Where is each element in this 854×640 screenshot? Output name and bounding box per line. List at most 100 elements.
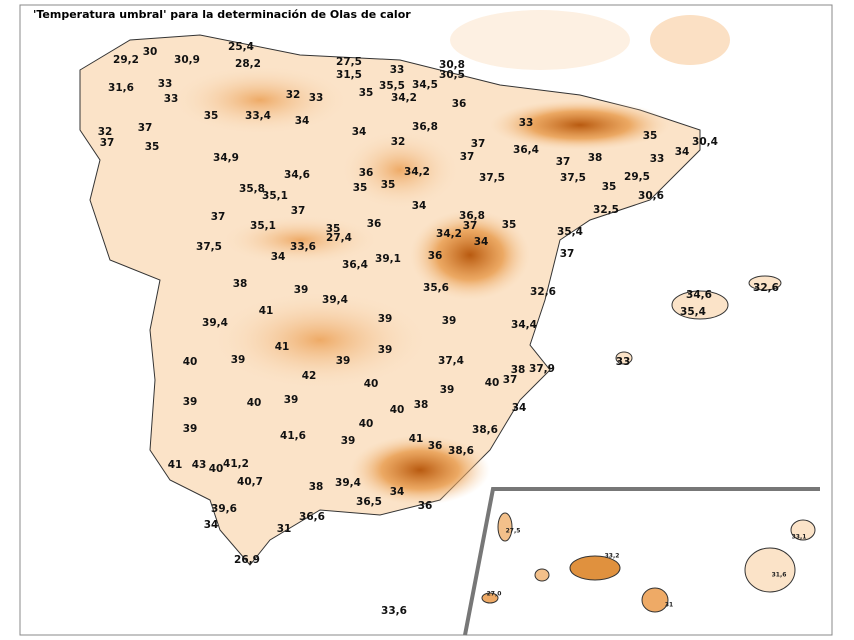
temperature-label: 37 <box>460 151 475 163</box>
temperature-label: 39 <box>378 313 393 325</box>
temperature-label: 30,5 <box>439 69 465 81</box>
temperature-label: 37 <box>471 138 486 150</box>
land <box>79 10 782 566</box>
temperature-label: 37 <box>211 211 226 223</box>
temperature-label: 36,8 <box>459 210 485 222</box>
canary-temperature-label: 33,1 <box>792 534 807 541</box>
temperature-label: 41,6 <box>280 430 306 442</box>
temperature-label: 27,5 <box>336 56 362 68</box>
temperature-label: 35 <box>353 182 368 194</box>
temperature-label: 36 <box>359 167 374 179</box>
temperature-label: 33 <box>519 117 534 129</box>
temperature-label: 42 <box>302 370 317 382</box>
temperature-label: 27,4 <box>326 232 352 244</box>
temperature-label: 34,6 <box>284 169 310 181</box>
temperature-label: 34,2 <box>404 166 430 178</box>
temperature-label: 35 <box>326 223 341 235</box>
temperature-label: 37 <box>556 156 571 168</box>
temperature-label: 30,9 <box>174 54 200 66</box>
canary-islands <box>481 512 816 613</box>
temperature-label: 32,5 <box>593 204 619 216</box>
temperature-label: 35 <box>145 141 160 153</box>
temperature-label: 38,6 <box>472 424 498 436</box>
temperature-label: 30,6 <box>638 190 664 202</box>
temperature-label: 36 <box>428 250 443 262</box>
temperature-label: 33,4 <box>245 110 271 122</box>
temperature-label: 39 <box>231 354 246 366</box>
temperature-label: 39 <box>440 384 455 396</box>
temperature-label: 39 <box>183 423 198 435</box>
temperature-label: 34 <box>512 402 527 414</box>
temperature-label: 40 <box>247 397 262 409</box>
temperature-label: 39 <box>284 394 299 406</box>
temperature-label: 37 <box>291 205 306 217</box>
temperature-label: 39,4 <box>202 317 228 329</box>
temperature-label: 29,2 <box>113 54 139 66</box>
temperature-label: 33 <box>164 93 179 105</box>
temperature-label: 34 <box>271 251 286 263</box>
temperature-label: 33 <box>158 78 173 90</box>
temperature-label: 35 <box>502 219 517 231</box>
temperature-label: 40 <box>183 356 198 368</box>
temperature-label: 37,9 <box>529 363 555 375</box>
temperature-label: 37,5 <box>196 241 222 253</box>
temperature-label: 34 <box>412 200 427 212</box>
temperature-label: 38 <box>414 399 429 411</box>
temperature-label: 41 <box>409 433 424 445</box>
temperature-label: 36 <box>428 440 443 452</box>
temperature-label: 26,9 <box>234 554 260 566</box>
temperature-label: 35 <box>643 130 658 142</box>
temperature-label: 37,5 <box>479 172 505 184</box>
temperature-label: 34,6 <box>686 289 712 301</box>
temperature-label: 39 <box>294 284 309 296</box>
canary-temperature-label: 27,5 <box>506 528 521 535</box>
temperature-label: 39,4 <box>322 294 348 306</box>
temperature-label: 36,5 <box>356 496 382 508</box>
temperature-label: 35 <box>381 179 396 191</box>
temperature-label: 30,4 <box>692 136 718 148</box>
canary-temperature-label: 33,2 <box>605 553 620 560</box>
temperature-label: 34,2 <box>436 228 462 240</box>
temperature-label: 36 <box>452 98 467 110</box>
temperature-label: 35,5 <box>379 80 405 92</box>
temperature-label: 33 <box>390 64 405 76</box>
temperature-label: 34,2 <box>391 92 417 104</box>
temperature-label: 38,6 <box>448 445 474 457</box>
temperature-label: 34 <box>295 115 310 127</box>
temperature-label: 39,1 <box>375 253 401 265</box>
canary-temperature-label: 31 <box>665 602 673 609</box>
temperature-label: 35,4 <box>680 306 706 318</box>
temperature-label: 39 <box>378 344 393 356</box>
temperature-label: 34 <box>352 126 367 138</box>
temperature-label: 39,6 <box>211 503 237 515</box>
temperature-label: 39 <box>442 315 457 327</box>
temperature-label: 37 <box>560 248 575 260</box>
temperature-label: 35,8 <box>239 183 265 195</box>
temperature-label: 31,6 <box>108 82 134 94</box>
temperature-label: 40,7 <box>237 476 263 488</box>
temperature-label: 34 <box>390 486 405 498</box>
temperature-label: 36,4 <box>513 144 539 156</box>
temperature-label: 39,4 <box>335 477 361 489</box>
temperature-label: 40 <box>364 378 379 390</box>
temperature-label: 32,6 <box>753 282 779 294</box>
temperature-label: 36,6 <box>299 511 325 523</box>
temperature-label: 35 <box>602 181 617 193</box>
temperature-label: 36 <box>367 218 382 230</box>
canary-temperature-label: 31,6 <box>772 572 787 579</box>
temperature-label: 38 <box>233 278 248 290</box>
temperature-label: 34 <box>474 236 489 248</box>
temperature-label: 32 <box>286 89 301 101</box>
temperature-label: 35,1 <box>262 190 288 202</box>
temperature-label: 41 <box>259 305 274 317</box>
temperature-label: 41,2 <box>223 458 249 470</box>
temperature-label: 33 <box>309 92 324 104</box>
temperature-label: 40 <box>359 418 374 430</box>
temperature-label: 33,6 <box>381 605 407 617</box>
canary-temperature-label: 27,0 <box>487 591 502 598</box>
temperature-label: 31 <box>277 523 292 535</box>
temperature-label: 37 <box>503 374 518 386</box>
temperature-label: 33 <box>650 153 665 165</box>
temperature-label: 32 <box>391 136 406 148</box>
temperature-label: 41 <box>275 341 290 353</box>
